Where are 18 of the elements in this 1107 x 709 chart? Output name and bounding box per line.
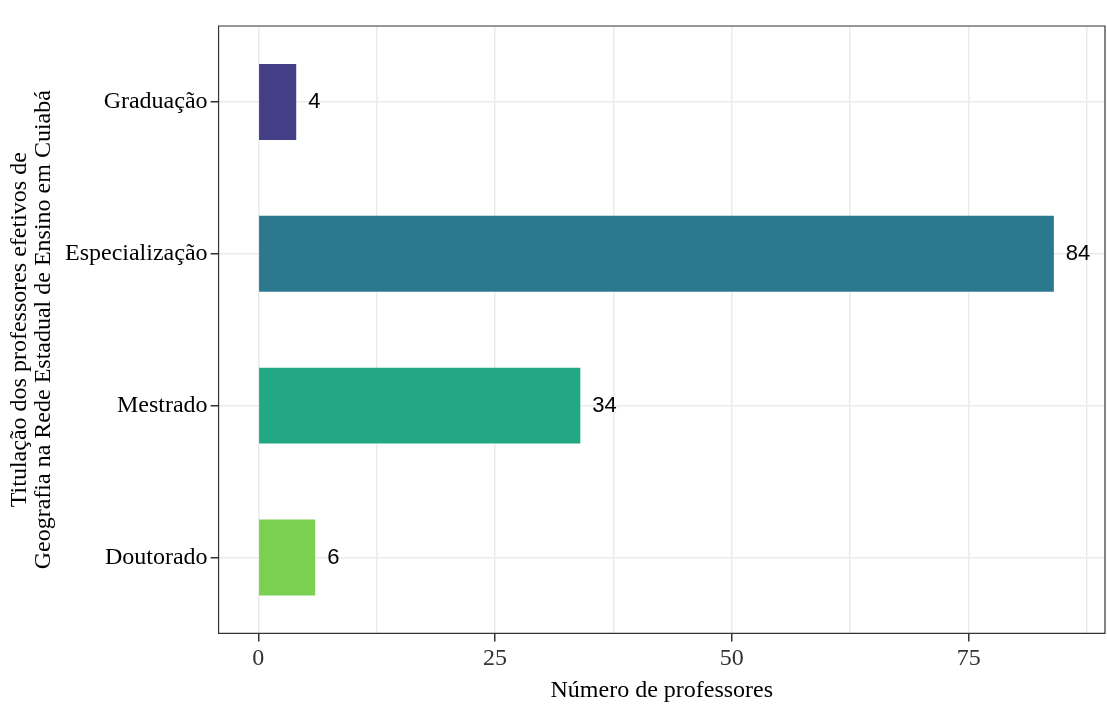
x-tick-label: 0 xyxy=(252,644,265,671)
x-tick-label: 75 xyxy=(956,644,981,671)
x-tick-label: 50 xyxy=(719,644,744,671)
y-tick-label: Especialização xyxy=(64,239,208,266)
data-label: 4 xyxy=(308,87,321,113)
bar xyxy=(259,215,1054,292)
y-tick-label: Mestrado xyxy=(116,390,208,417)
y-axis-title: Titulação dos professores efetivos de Geografia na Rede Estadual de Ensino em Cuiabá xyxy=(5,89,56,570)
data-label: 34 xyxy=(592,391,617,417)
x-axis-title: Número de professores xyxy=(550,675,774,702)
y-tick-label: Graduação xyxy=(103,87,208,114)
bar xyxy=(259,367,581,444)
bar xyxy=(259,63,297,140)
x-tick-label: 25 xyxy=(483,644,508,671)
y-tick-label: Doutorado xyxy=(104,542,208,569)
data-label: 6 xyxy=(327,543,340,569)
data-label: 84 xyxy=(1065,239,1091,265)
bar xyxy=(259,519,316,596)
